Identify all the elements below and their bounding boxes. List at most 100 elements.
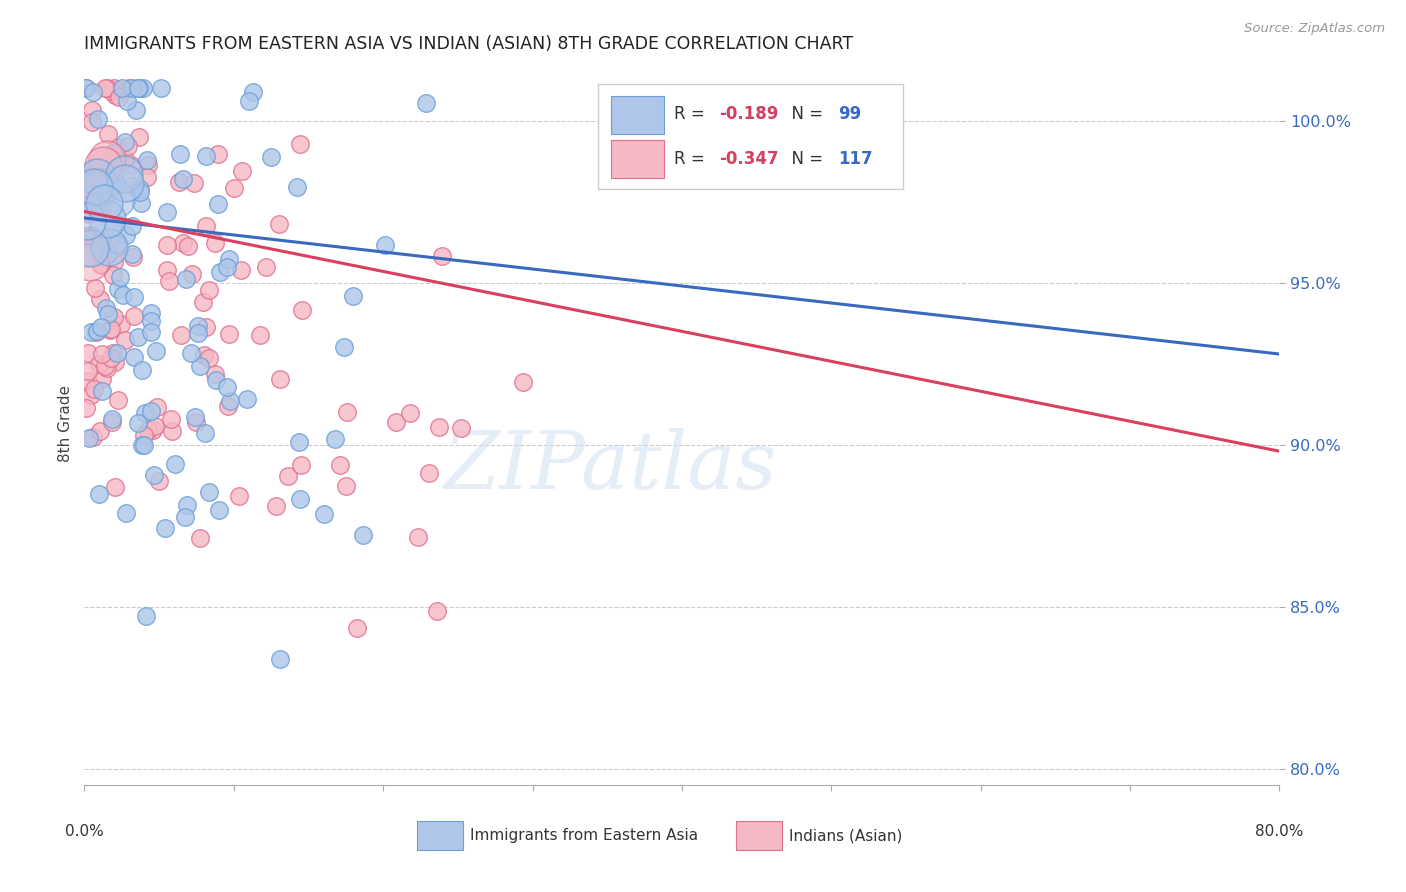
Text: R =: R = [673, 105, 710, 123]
Point [105, 192, 128, 206]
Point [96, 361, 118, 376]
Point [82, 234, 104, 248]
Point [121, 247, 143, 261]
Point [134, 406, 156, 420]
Point [101, 268, 124, 282]
Point [104, 355, 127, 369]
Point [83, 194, 105, 209]
Point [288, 137, 311, 152]
Point [135, 153, 157, 167]
Point [323, 433, 346, 447]
Point [76, 345, 98, 359]
Point [288, 492, 311, 507]
Point [143, 419, 166, 434]
Point [101, 412, 124, 426]
Point [114, 333, 136, 347]
Point [194, 219, 217, 233]
Point [131, 81, 153, 95]
Point [231, 164, 253, 178]
Point [228, 490, 250, 504]
Point [229, 263, 252, 277]
Point [80, 103, 103, 117]
Point [142, 423, 165, 437]
Text: R =: R = [673, 150, 710, 169]
Point [128, 129, 150, 144]
Point [75, 81, 97, 95]
Point [129, 195, 152, 210]
Point [121, 179, 143, 194]
Point [87, 161, 110, 175]
Point [352, 528, 374, 542]
Point [277, 469, 299, 483]
Point [222, 180, 245, 194]
Point [80, 115, 103, 129]
Point [94, 301, 117, 316]
Point [193, 295, 215, 310]
Point [217, 260, 239, 274]
Point [139, 325, 162, 339]
Point [314, 507, 336, 521]
Point [77, 197, 100, 211]
Point [87, 357, 110, 371]
Text: 117: 117 [838, 150, 873, 169]
Point [97, 247, 120, 261]
Point [180, 267, 202, 281]
Point [125, 103, 148, 118]
Point [87, 487, 110, 501]
Point [98, 240, 121, 254]
Point [122, 350, 145, 364]
Point [121, 219, 143, 233]
Point [128, 185, 150, 199]
Point [135, 609, 157, 624]
Point [188, 531, 211, 545]
Point [184, 409, 207, 424]
Point [75, 81, 97, 95]
Point [82, 230, 104, 244]
Point [204, 367, 226, 381]
Point [114, 135, 136, 149]
Point [156, 205, 179, 219]
Point [269, 372, 291, 386]
Point [267, 217, 290, 231]
Point [195, 320, 218, 334]
Point [204, 236, 226, 251]
Point [112, 167, 135, 181]
Point [89, 180, 111, 194]
Point [94, 181, 117, 195]
Point [110, 317, 132, 331]
Point [128, 81, 150, 95]
Point [157, 274, 180, 288]
Point [415, 96, 437, 111]
Text: Source: ZipAtlas.com: Source: ZipAtlas.com [1244, 22, 1385, 36]
Point [174, 272, 197, 286]
Point [406, 530, 429, 544]
Point [94, 81, 117, 95]
Point [145, 401, 167, 415]
Point [82, 85, 104, 99]
Point [100, 351, 122, 365]
Point [79, 255, 101, 269]
Point [93, 359, 115, 373]
Point [75, 229, 97, 244]
Point [79, 192, 101, 206]
Text: 99: 99 [838, 105, 862, 123]
Point [290, 458, 312, 473]
Point [104, 155, 127, 169]
Point [169, 146, 191, 161]
Point [103, 145, 125, 160]
Point [107, 89, 129, 103]
Point [96, 81, 118, 95]
Point [177, 239, 200, 253]
Point [163, 457, 186, 471]
Point [187, 319, 209, 334]
Point [254, 260, 277, 275]
Point [91, 158, 114, 172]
Point [90, 372, 112, 386]
Point [97, 127, 120, 141]
Point [218, 326, 240, 341]
Point [117, 139, 139, 153]
Point [127, 81, 149, 95]
Point [93, 196, 115, 211]
Point [429, 420, 451, 434]
Point [249, 328, 271, 343]
